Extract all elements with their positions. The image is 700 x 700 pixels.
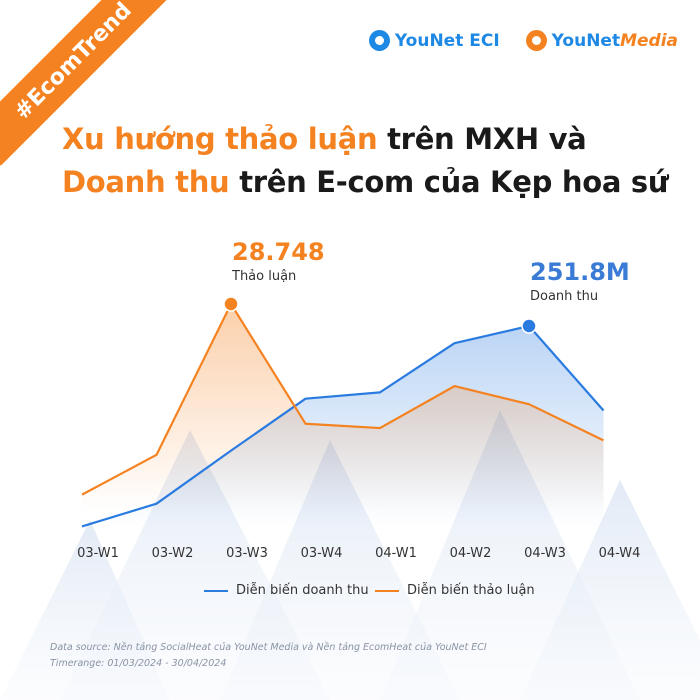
younet-media-logo-icon: [525, 30, 547, 51]
younet-eci-logo-icon: [368, 30, 390, 51]
footnote: Data source: Nền tảng SocialHeat của You…: [50, 640, 487, 672]
legend-swatch-discussion: [375, 589, 399, 592]
legend-label-revenue: Diễn biến doanh thu: [236, 583, 369, 598]
page-title: Xu hướng thảo luận trên MXH và Doanh thu…: [62, 118, 669, 204]
revenue-peak-marker: [521, 318, 537, 334]
discussion-peak-marker: [223, 296, 239, 312]
younet-eci-logo: YouNet ECI: [368, 30, 500, 51]
younet-media-logo-text: YouNet: [551, 30, 621, 51]
x-tick-label: 04-W2: [450, 546, 492, 561]
title-line-2-rest: trên E-com của Kẹp hoa sứ: [229, 165, 669, 199]
title-line-1-rest: trên MXH và: [377, 122, 587, 156]
legend-swatch-revenue: [204, 589, 228, 592]
discussion-area: [82, 304, 604, 512]
x-tick-label: 03-W1: [77, 546, 119, 561]
title-line-1: Xu hướng thảo luận trên MXH và: [62, 118, 668, 161]
chart-legend: Diễn biến doanh thu Diễn biến thảo luận: [0, 583, 700, 603]
revenue-series-line: [81, 324, 605, 528]
discussion-series-line: [81, 302, 604, 496]
partner-logos: YouNet ECI YouNetMedia: [368, 30, 678, 51]
x-tick-label: 04-W1: [375, 546, 417, 561]
x-tick-label: 04-W3: [524, 546, 566, 561]
discussion-peak-label: Thảo luận: [232, 269, 297, 284]
title-line-2: Doanh thu trên E-com của Kẹp hoa sứ: [62, 161, 669, 204]
discussion-peak-value: 28.748: [232, 238, 325, 266]
revenue-peak-annotation: 251.8M Doanh thu: [530, 258, 630, 304]
legend-item-revenue: Diễn biến doanh thu: [204, 583, 369, 598]
younet-media-logo: YouNetMedia: [525, 30, 678, 51]
revenue-peak-value: 251.8M: [530, 258, 630, 286]
x-tick-label: 03-W3: [226, 546, 268, 561]
legend-label-discussion: Diễn biến thảo luận: [407, 583, 535, 598]
x-tick-label: 03-W4: [301, 546, 343, 561]
title-line-1-highlight: Xu hướng thảo luận: [62, 122, 378, 156]
x-tick-label: 03-W2: [152, 546, 194, 561]
x-tick-label: 04-W4: [599, 546, 641, 561]
title-line-2-highlight: Doanh thu: [62, 165, 230, 199]
legend-item-discussion: Diễn biến thảo luận: [375, 583, 535, 598]
discussion-peak-annotation: 28.748 Thảo luận: [232, 238, 325, 284]
younet-eci-logo-text: YouNet ECI: [394, 30, 500, 51]
data-source-note: Data source: Nền tảng SocialHeat của You…: [50, 642, 487, 653]
younet-media-logo-accent: Media: [620, 30, 678, 51]
timerange-note: Timerange: 01/03/2024 - 30/04/2024: [50, 658, 227, 669]
revenue-peak-label: Doanh thu: [530, 289, 599, 304]
